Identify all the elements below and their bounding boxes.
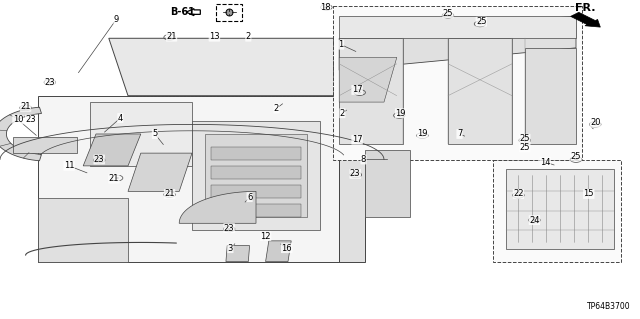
- Circle shape: [478, 23, 482, 25]
- FancyArrow shape: [571, 12, 600, 27]
- Text: 23: 23: [350, 169, 360, 178]
- Polygon shape: [339, 57, 397, 102]
- Text: 24: 24: [529, 216, 540, 225]
- Text: TP64B3700: TP64B3700: [587, 302, 630, 311]
- Polygon shape: [211, 166, 301, 179]
- Polygon shape: [0, 107, 42, 161]
- Circle shape: [168, 36, 172, 38]
- Polygon shape: [226, 246, 250, 262]
- Text: 13: 13: [209, 32, 220, 41]
- Text: 15: 15: [584, 189, 594, 198]
- Polygon shape: [38, 96, 339, 262]
- Text: 25: 25: [443, 9, 453, 18]
- Text: FR.: FR.: [575, 3, 596, 13]
- Text: 6: 6: [247, 193, 252, 202]
- Text: 23: 23: [224, 224, 234, 233]
- Text: 4: 4: [118, 114, 123, 122]
- Polygon shape: [506, 169, 614, 249]
- Text: 23: 23: [94, 155, 104, 164]
- Circle shape: [97, 159, 101, 161]
- Circle shape: [420, 135, 424, 137]
- Circle shape: [516, 194, 520, 196]
- Polygon shape: [493, 160, 621, 262]
- Text: 21: 21: [164, 189, 175, 198]
- Text: 2: 2: [340, 109, 345, 118]
- Text: 25: 25: [571, 152, 581, 161]
- Text: 22: 22: [513, 189, 524, 198]
- Text: 25: 25: [476, 17, 486, 26]
- Text: 20: 20: [590, 118, 600, 127]
- Text: 2: 2: [274, 104, 279, 113]
- Text: 18: 18: [320, 3, 330, 11]
- Text: 9: 9: [114, 15, 119, 24]
- Polygon shape: [128, 153, 192, 191]
- Text: 21: 21: [20, 102, 31, 111]
- Polygon shape: [211, 185, 301, 198]
- Polygon shape: [109, 38, 365, 96]
- Polygon shape: [211, 204, 301, 217]
- Polygon shape: [192, 121, 320, 230]
- Text: 1: 1: [339, 40, 344, 49]
- Polygon shape: [525, 48, 576, 144]
- Circle shape: [397, 115, 401, 116]
- Text: 12: 12: [260, 232, 271, 241]
- Text: 5: 5: [152, 130, 157, 138]
- Polygon shape: [339, 38, 403, 144]
- Text: 17: 17: [352, 135, 362, 144]
- Text: 16: 16: [282, 244, 292, 253]
- Text: 23: 23: [26, 115, 36, 124]
- Circle shape: [48, 81, 52, 83]
- Text: 25: 25: [520, 143, 530, 152]
- Text: 8: 8: [361, 155, 366, 164]
- Text: 3: 3: [228, 244, 233, 253]
- Polygon shape: [83, 134, 141, 166]
- Text: 2: 2: [246, 32, 251, 41]
- Circle shape: [523, 139, 527, 141]
- Text: 10: 10: [13, 115, 23, 124]
- Circle shape: [24, 107, 28, 109]
- Polygon shape: [13, 137, 77, 153]
- Text: 19: 19: [396, 109, 406, 118]
- Circle shape: [227, 228, 231, 230]
- Polygon shape: [205, 134, 307, 217]
- Polygon shape: [339, 96, 365, 262]
- Circle shape: [354, 174, 358, 176]
- FancyArrow shape: [186, 9, 200, 16]
- Polygon shape: [448, 38, 512, 144]
- Text: 14: 14: [540, 158, 550, 167]
- Circle shape: [593, 123, 597, 125]
- Circle shape: [168, 194, 172, 196]
- Circle shape: [324, 6, 328, 8]
- Text: 7: 7: [457, 130, 462, 138]
- Circle shape: [574, 159, 578, 160]
- Polygon shape: [365, 150, 410, 217]
- Polygon shape: [179, 191, 256, 223]
- Polygon shape: [90, 102, 192, 166]
- Polygon shape: [339, 16, 576, 38]
- Polygon shape: [38, 198, 128, 262]
- Circle shape: [446, 14, 450, 16]
- Text: 11: 11: [64, 161, 74, 170]
- Circle shape: [358, 92, 362, 93]
- Text: 17: 17: [352, 85, 362, 94]
- Text: 21: 21: [109, 174, 119, 183]
- Polygon shape: [266, 241, 291, 262]
- Circle shape: [532, 219, 536, 221]
- Polygon shape: [211, 147, 301, 160]
- Text: B-61: B-61: [170, 7, 195, 17]
- Text: 21: 21: [166, 32, 177, 41]
- Text: 19: 19: [417, 130, 428, 138]
- Polygon shape: [339, 16, 576, 70]
- Text: 25: 25: [520, 134, 530, 143]
- Polygon shape: [333, 6, 582, 160]
- Circle shape: [115, 177, 119, 179]
- Text: 23: 23: [45, 78, 55, 87]
